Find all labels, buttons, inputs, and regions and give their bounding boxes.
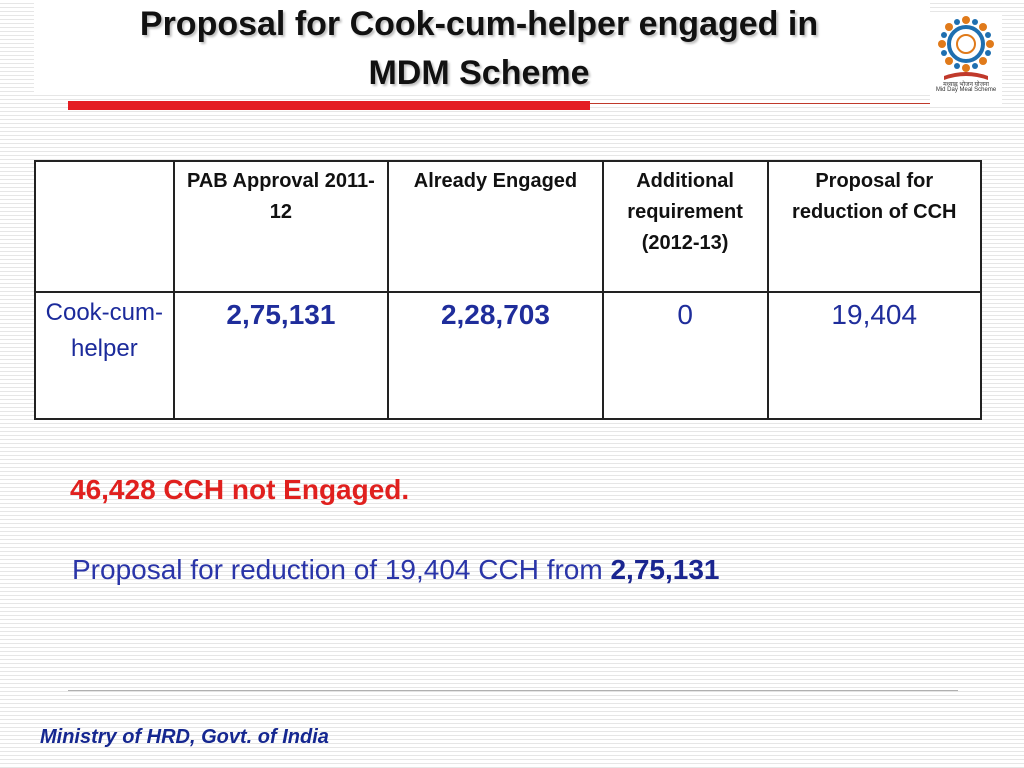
row-label-cook-cum-helper: Cook-cum-helper: [34, 291, 175, 420]
mid-day-meal-logo: मध्याह्न भोजन योजना Mid Day Meal Scheme: [930, 14, 1002, 106]
footer-text: Ministry of HRD, Govt. of India: [40, 726, 329, 748]
cch-table: PAB Approval 2011-12 Already Engaged Add…: [34, 160, 982, 420]
title-area: Proposal for Cook-cum-helper engaged in …: [34, 0, 930, 94]
title-underline-bar: [68, 101, 590, 110]
table-header-pab-approval: PAB Approval 2011-12: [172, 160, 390, 293]
logo-caption-hindi: मध्याह्न भोजन योजना: [943, 82, 989, 88]
not-engaged-note: 46,428 CCH not Engaged.: [70, 474, 410, 505]
slide-title-line-2: MDM Scheme: [368, 54, 590, 92]
cell-pab-approval: 2,75,131: [172, 291, 390, 420]
cell-already-engaged: 2,28,703: [387, 291, 604, 420]
table-header-additional-requirement: Additional requirement (2012-13): [601, 160, 769, 293]
proposal-note: Proposal for reduction of 19,404 CCH fro…: [72, 554, 719, 586]
table-header-already-engaged: Already Engaged: [387, 160, 604, 293]
cell-additional-requirement: 0: [601, 291, 769, 420]
proposal-note-text: Proposal for reduction of 19,404 CCH fro…: [72, 554, 603, 585]
mid-day-meal-logo-icon: [938, 16, 994, 80]
proposal-note-from-value: 2,75,131: [610, 554, 720, 585]
logo-caption: Mid Day Meal Scheme: [935, 87, 997, 93]
title-underline-rule: [590, 103, 930, 104]
table-header-proposal-reduction: Proposal for reduction of CCH: [766, 160, 982, 293]
table-header-empty: [34, 160, 175, 293]
footer-divider: [68, 690, 958, 691]
cell-proposal-reduction: 19,404: [766, 291, 982, 420]
slide-title-line-1: Proposal for Cook-cum-helper engaged in: [139, 5, 819, 43]
slide-title: Proposal for Cook-cum-helper engaged in …: [74, 0, 884, 98]
table-header-row: PAB Approval 2011-12 Already Engaged Add…: [34, 160, 982, 293]
table-row: Cook-cum-helper 2,75,131 2,28,703 0 19,4…: [34, 291, 982, 420]
